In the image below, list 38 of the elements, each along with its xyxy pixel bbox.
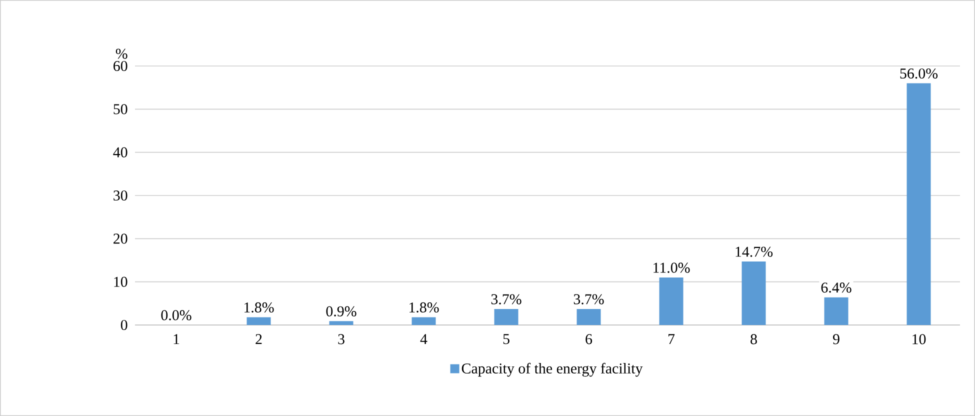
y-tick-label: 0 — [120, 320, 128, 330]
x-tick-label: 8 — [750, 334, 757, 344]
bar — [742, 262, 766, 325]
y-axis-title: % — [116, 48, 128, 59]
x-tick-label: 2 — [256, 334, 262, 344]
data-label: 3.7% — [574, 294, 604, 304]
data-label: 0.9% — [326, 306, 356, 316]
data-label: 11.0% — [654, 262, 690, 273]
y-tick-label: 60 — [114, 60, 128, 72]
x-tick-label: 5 — [503, 334, 510, 344]
data-label: 56.0% — [900, 68, 938, 79]
bar — [246, 317, 271, 325]
data-label: 6.4% — [821, 282, 852, 293]
x-tick-label: 1 — [174, 334, 180, 344]
data-label: 1.8% — [244, 302, 274, 313]
bar — [576, 309, 601, 325]
y-tick-label: 50 — [114, 104, 128, 114]
bar — [824, 297, 848, 325]
bar — [494, 309, 518, 325]
x-tick-label: 4 — [420, 334, 428, 344]
legend-label: Capacity of the energy facility — [462, 362, 643, 377]
x-tick-label: 10 — [912, 334, 926, 344]
x-tick-label: 9 — [833, 334, 840, 344]
bar — [412, 317, 436, 325]
bar — [329, 321, 354, 325]
y-tick-label: 40 — [113, 147, 128, 158]
data-label: 14.7% — [736, 246, 773, 257]
y-tick-label: 20 — [114, 234, 128, 244]
x-tick-label: 6 — [586, 334, 592, 344]
x-tick-label: 3 — [338, 334, 344, 344]
x-tick-label: 7 — [668, 334, 675, 344]
data-label: 1.8% — [410, 302, 439, 313]
bar — [906, 83, 931, 325]
data-label: 0.0% — [161, 310, 192, 320]
bar — [659, 278, 684, 325]
y-tick-label: 10 — [114, 276, 128, 287]
data-label: 3.7% — [491, 294, 522, 304]
y-tick-label: 30 — [114, 190, 128, 201]
